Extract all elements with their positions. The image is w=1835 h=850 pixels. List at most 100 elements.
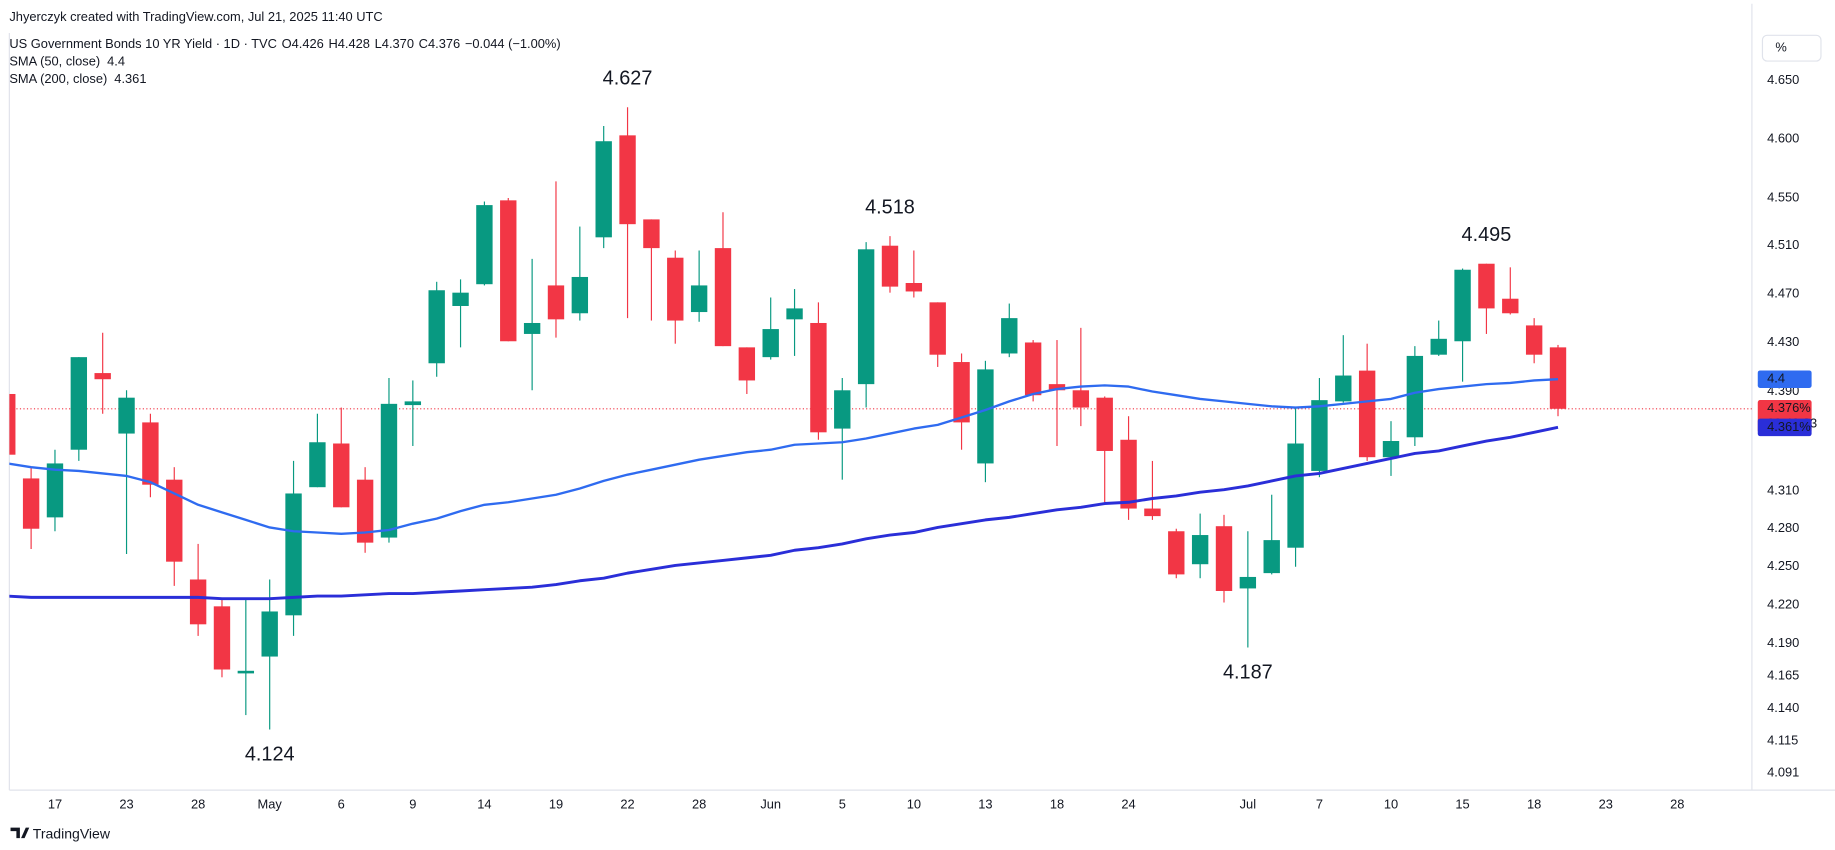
x-tick-label: 6 bbox=[338, 797, 345, 812]
scale-button-label[interactable]: % bbox=[1775, 40, 1786, 55]
price-marker-label: 4.361% bbox=[1767, 419, 1811, 434]
candle-body bbox=[142, 422, 159, 485]
x-tick-label: 10 bbox=[907, 797, 921, 812]
y-tick-label: 4.190 bbox=[1767, 635, 1799, 650]
candle-body bbox=[1430, 338, 1447, 355]
candle-body bbox=[213, 606, 231, 670]
candle-body bbox=[1549, 347, 1567, 409]
candle-body bbox=[1525, 325, 1543, 355]
x-tick-label: 28 bbox=[191, 797, 205, 812]
candle-body bbox=[1335, 375, 1352, 402]
candle-body bbox=[166, 479, 183, 562]
x-tick-label: 5 bbox=[839, 797, 846, 812]
candle-body bbox=[857, 249, 875, 385]
candle-body bbox=[1096, 397, 1113, 451]
legend-ohlc-value: 4.428 bbox=[338, 36, 370, 51]
legend-ohlc-key: L bbox=[375, 36, 382, 51]
x-tick-label: 19 bbox=[549, 797, 563, 812]
candle-body bbox=[1239, 576, 1257, 589]
y-tick-label: 4.140 bbox=[1767, 700, 1799, 715]
candle-body bbox=[547, 285, 565, 320]
candle-body bbox=[9, 393, 16, 455]
x-tick-label: 23 bbox=[119, 797, 133, 812]
candle-body bbox=[762, 329, 779, 358]
legend-ohlc-value: 4.426 bbox=[292, 36, 324, 51]
x-tick-label: 7 bbox=[1316, 797, 1323, 812]
candle-body bbox=[22, 478, 40, 529]
legend-ohlc-key: H bbox=[328, 36, 337, 51]
x-tick-label: Jul bbox=[1240, 797, 1256, 812]
candle-body bbox=[1168, 531, 1185, 575]
price-marker-box bbox=[1757, 370, 1812, 388]
legend-series-value: 4.361 bbox=[114, 71, 146, 86]
candle-body bbox=[905, 283, 923, 292]
x-tick-label: Jun bbox=[760, 797, 781, 812]
x-tick-label: 13 bbox=[978, 797, 992, 812]
x-tick-label: May bbox=[258, 797, 283, 812]
candle-body bbox=[619, 135, 636, 225]
candle-body bbox=[333, 443, 350, 508]
y-tick-label: 4.310 bbox=[1767, 482, 1799, 497]
candle-body bbox=[476, 205, 493, 285]
x-tick-label: 15 bbox=[1455, 797, 1469, 812]
candle-body bbox=[94, 373, 111, 380]
candle-body bbox=[834, 390, 851, 429]
y-tick-label: 4.250 bbox=[1767, 558, 1799, 573]
price-marker-label: 4.376% bbox=[1767, 400, 1811, 415]
candle-body bbox=[500, 200, 517, 342]
candle-body bbox=[356, 479, 374, 543]
candle-body bbox=[404, 401, 422, 406]
x-tick-label: 18 bbox=[1050, 797, 1064, 812]
legend-title: US Government Bonds 10 YR Yield · 1D · T… bbox=[9, 36, 277, 51]
candle-body bbox=[118, 397, 135, 434]
sma-line bbox=[9, 378, 1559, 535]
x-tick-label: 18 bbox=[1527, 797, 1541, 812]
y-tick-label: 4.165 bbox=[1767, 667, 1799, 682]
x-tick-label: 9 bbox=[409, 797, 416, 812]
candle-body bbox=[1191, 535, 1209, 565]
x-tick-label: 10 bbox=[1384, 797, 1398, 812]
price-marker-box bbox=[1757, 418, 1812, 437]
legend-ohlc-key: C bbox=[419, 36, 428, 51]
legend-change: −0.044 (−1.00%) bbox=[465, 36, 561, 51]
candle-body bbox=[237, 670, 255, 674]
candle-body bbox=[1502, 298, 1519, 314]
y-tick-label: 4.600 bbox=[1767, 130, 1799, 145]
candle-body bbox=[953, 362, 970, 423]
x-tick-label: 14 bbox=[477, 797, 491, 812]
plot-area bbox=[9, 107, 1752, 730]
price-annotation: 4.124 bbox=[245, 743, 295, 765]
candle-body bbox=[309, 442, 326, 488]
candle-body bbox=[1287, 443, 1304, 548]
y-tick-label: 4.115 bbox=[1767, 733, 1798, 748]
candle-body bbox=[690, 285, 708, 313]
candle-body bbox=[1215, 526, 1233, 591]
scale-button[interactable] bbox=[1761, 34, 1822, 62]
y-tick-label: 4.091 bbox=[1767, 764, 1799, 779]
candle-body bbox=[1001, 318, 1018, 354]
y-tick-label: 4.430 bbox=[1767, 334, 1799, 349]
candle-body bbox=[929, 302, 946, 355]
candle-body bbox=[643, 219, 660, 249]
background bbox=[0, 3, 1835, 847]
candle-body bbox=[1120, 439, 1137, 509]
candle-body bbox=[452, 292, 469, 306]
y-tick-label: 4.280 bbox=[1767, 520, 1799, 535]
candle-body bbox=[786, 308, 803, 320]
candle-body bbox=[1406, 355, 1424, 438]
overlay: US Government Bonds 10 YR Yield · 1D · T… bbox=[9, 36, 1817, 812]
candle-body bbox=[1144, 508, 1161, 517]
candle-body bbox=[189, 579, 207, 625]
x-tick-label: 28 bbox=[692, 797, 706, 812]
y-tick-label: 4.220 bbox=[1767, 596, 1799, 611]
candle-body bbox=[1382, 441, 1400, 458]
price-marker-label: 4.4 bbox=[1767, 371, 1785, 386]
price-annotation: 4.187 bbox=[1223, 662, 1273, 684]
sma-line bbox=[9, 425, 1559, 601]
candle-body bbox=[285, 493, 302, 616]
footer-text: TradingView bbox=[33, 825, 111, 841]
candle-body bbox=[523, 322, 541, 334]
candle-body bbox=[810, 322, 827, 433]
candle-body bbox=[1478, 263, 1495, 309]
